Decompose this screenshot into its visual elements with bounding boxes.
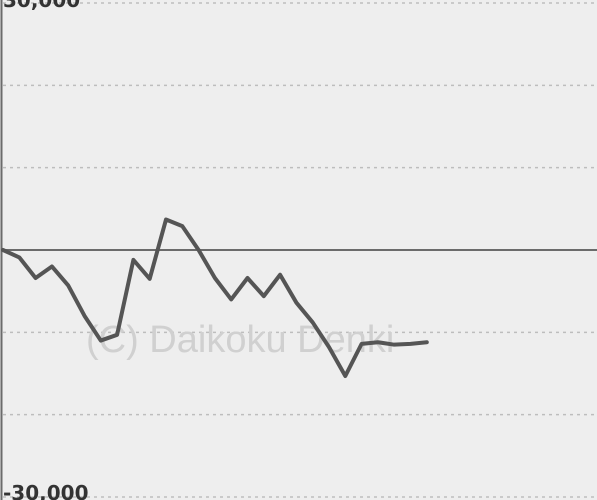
y-tick-label-min: -30,000 xyxy=(3,481,88,500)
y-tick-label-max: 30,000 xyxy=(3,0,80,12)
series-line xyxy=(1,217,429,378)
tick-labels: 30,000 -30,000 xyxy=(3,0,88,500)
watermark-text: (C) Daikoku Denki xyxy=(86,319,394,361)
series xyxy=(1,217,429,378)
gridlines xyxy=(3,2,597,498)
